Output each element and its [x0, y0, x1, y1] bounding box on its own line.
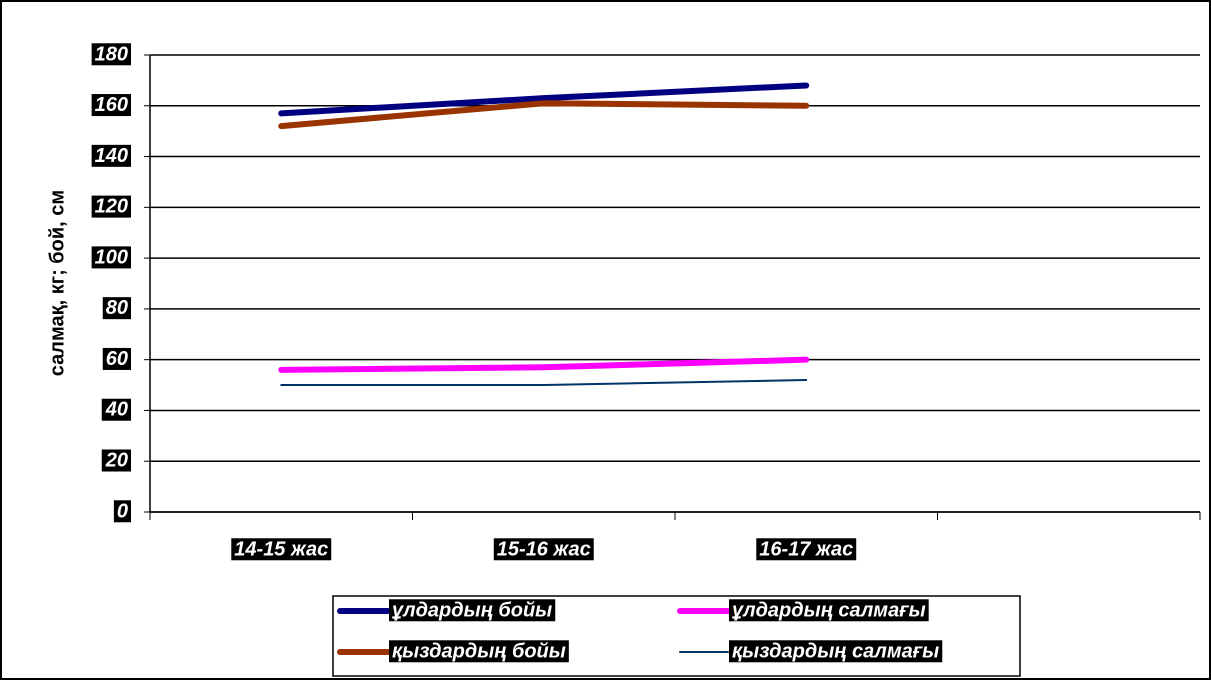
y-tick-label-bg	[102, 347, 131, 370]
legend-label: қыздардың бойы	[392, 640, 566, 662]
y-tick-label-bg	[91, 43, 131, 66]
y-tick-label-group: 140	[91, 144, 131, 167]
y-tick-label-bg	[91, 195, 131, 218]
y-tick-label-bg	[113, 500, 131, 523]
series-line	[278, 100, 810, 130]
x-tick-label: 15-16 жас	[497, 538, 591, 560]
series-line	[278, 356, 810, 373]
y-tick-label-group: 0	[113, 500, 131, 523]
x-tick-label-bg	[756, 538, 857, 561]
y-tick-label-group: 40	[101, 398, 131, 421]
legend-label-bg	[729, 599, 929, 622]
x-tick-label-bg	[231, 538, 332, 561]
x-tick-label-group: 15-16 жас	[493, 538, 594, 561]
legend-label-bg	[729, 640, 943, 663]
x-tick-label-bg	[493, 538, 594, 561]
y-tick-label-group: 80	[102, 297, 131, 320]
y-tick-label-bg	[91, 246, 131, 269]
y-tick-label: 100	[95, 246, 128, 268]
y-tick-label-bg	[91, 144, 131, 167]
y-tick-label-group: 20	[101, 449, 131, 472]
legend-label: ұлдардың бойы	[392, 599, 552, 621]
y-tick-label: 120	[95, 196, 128, 218]
y-tick-label: 80	[106, 297, 128, 319]
y-tick-label-group: 120	[91, 195, 131, 218]
y-tick-label-bg	[101, 449, 131, 472]
x-tick-label: 14-15 жас	[234, 538, 328, 560]
legend-label-bg	[389, 640, 569, 663]
y-tick-label-bg	[101, 398, 131, 421]
y-tick-label: 20	[105, 450, 128, 472]
y-tick-label: 160	[95, 94, 128, 116]
y-tick-label-group: 100	[91, 246, 131, 269]
legend-label-group: қыздардың бойы	[389, 640, 569, 663]
y-tick-label: 140	[95, 145, 128, 167]
legend-label-group: ұлдардың бойы	[389, 599, 556, 622]
y-tick-label-bg	[102, 297, 131, 320]
legend-label-bg	[389, 599, 556, 622]
x-tick-label: 16-17 жас	[759, 538, 853, 560]
legend-label: ұлдардың салмағы	[732, 599, 926, 621]
legend-label-group: ұлдардың салмағы	[729, 599, 929, 622]
series-line	[278, 82, 810, 117]
y-tick-label-group: 160	[91, 94, 131, 117]
y-tick-label-group: 180	[91, 43, 131, 66]
y-tick-label: 0	[117, 500, 128, 522]
x-tick-label-group: 16-17 жас	[756, 538, 857, 561]
y-tick-label: 40	[105, 399, 128, 421]
y-tick-label-bg	[91, 94, 131, 117]
x-tick-label-group: 14-15 жас	[231, 538, 332, 561]
legend-label-group: қыздардың салмағы	[729, 640, 943, 663]
y-tick-label-group: 60	[102, 347, 131, 370]
series-line	[280, 378, 808, 387]
legend-label: қыздардың салмағы	[732, 640, 939, 662]
y-tick-label: 180	[95, 43, 128, 65]
y-axis-label: салмақ, кг; бой, см	[46, 190, 68, 376]
y-tick-label: 60	[106, 348, 128, 370]
